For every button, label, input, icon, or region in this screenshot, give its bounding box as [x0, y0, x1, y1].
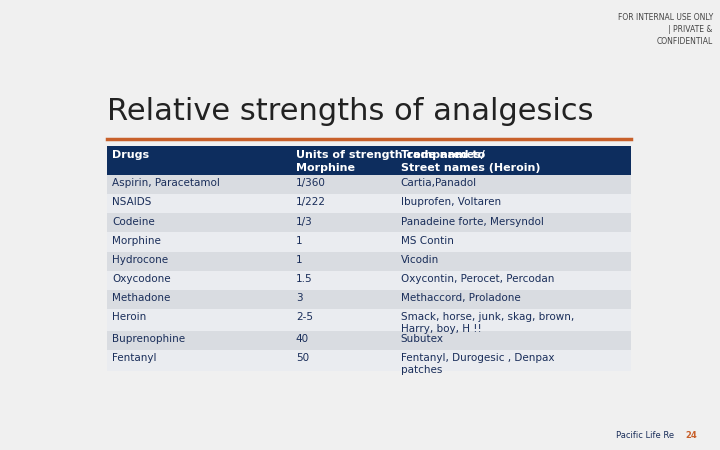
Bar — [107, 213, 631, 233]
Text: Buprenophine: Buprenophine — [112, 333, 186, 344]
Text: Codeine: Codeine — [112, 216, 155, 226]
Bar — [107, 233, 631, 252]
Text: 1/3: 1/3 — [296, 216, 312, 226]
Bar — [107, 350, 631, 371]
Text: Fentanyl, Durogesic , Denpax
patches: Fentanyl, Durogesic , Denpax patches — [401, 353, 554, 375]
Bar — [107, 290, 631, 309]
Bar — [107, 330, 631, 350]
Text: 1: 1 — [296, 255, 302, 265]
Text: Oxycodone: Oxycodone — [112, 274, 171, 284]
Text: MS Contin: MS Contin — [401, 235, 454, 246]
Text: FOR INTERNAL USE ONLY
| PRIVATE &
CONFIDENTIAL: FOR INTERNAL USE ONLY | PRIVATE & CONFID… — [618, 14, 713, 46]
Text: NSAIDS: NSAIDS — [112, 198, 152, 207]
Text: Pacific Life Re: Pacific Life Re — [616, 431, 674, 440]
Text: Relative strengths of analgesics: Relative strengths of analgesics — [107, 97, 593, 126]
Bar — [107, 146, 290, 176]
Bar — [107, 270, 631, 290]
Text: 40: 40 — [296, 333, 309, 344]
Text: Methadone: Methadone — [112, 293, 171, 303]
Bar — [395, 146, 631, 176]
Text: 3: 3 — [296, 293, 302, 303]
Bar — [290, 146, 395, 176]
Text: Smack, horse, junk, skag, brown,
Harry, boy, H !!: Smack, horse, junk, skag, brown, Harry, … — [401, 312, 574, 334]
Text: Ibuprofen, Voltaren: Ibuprofen, Voltaren — [401, 198, 501, 207]
Text: Heroin: Heroin — [112, 312, 147, 322]
Bar — [107, 252, 631, 270]
Bar — [107, 194, 631, 213]
Text: 1: 1 — [296, 235, 302, 246]
Text: Aspirin, Paracetamol: Aspirin, Paracetamol — [112, 178, 220, 189]
Text: 50: 50 — [296, 353, 309, 363]
Text: Drugs: Drugs — [112, 150, 150, 160]
Text: 2-5: 2-5 — [296, 312, 313, 322]
Text: Hydrocone: Hydrocone — [112, 255, 168, 265]
Text: 1/222: 1/222 — [296, 198, 326, 207]
Text: Oxycontin, Perocet, Percodan: Oxycontin, Perocet, Percodan — [401, 274, 554, 284]
Text: 1.5: 1.5 — [296, 274, 312, 284]
Bar — [107, 175, 631, 194]
Text: Methaccord, Proladone: Methaccord, Proladone — [401, 293, 521, 303]
Bar — [107, 309, 631, 330]
Text: Subutex: Subutex — [401, 333, 444, 344]
Text: Units of strength compared to
Morphine: Units of strength compared to Morphine — [296, 150, 485, 173]
Text: Panadeine forte, Mersyndol: Panadeine forte, Mersyndol — [401, 216, 544, 226]
Text: Fentanyl: Fentanyl — [112, 353, 157, 363]
Text: Trade names/
Street names (Heroin): Trade names/ Street names (Heroin) — [401, 150, 540, 173]
Text: 24: 24 — [685, 431, 697, 440]
Text: 1/360: 1/360 — [296, 178, 325, 189]
Text: Vicodin: Vicodin — [401, 255, 439, 265]
Text: Cartia,Panadol: Cartia,Panadol — [401, 178, 477, 189]
Text: Morphine: Morphine — [112, 235, 161, 246]
